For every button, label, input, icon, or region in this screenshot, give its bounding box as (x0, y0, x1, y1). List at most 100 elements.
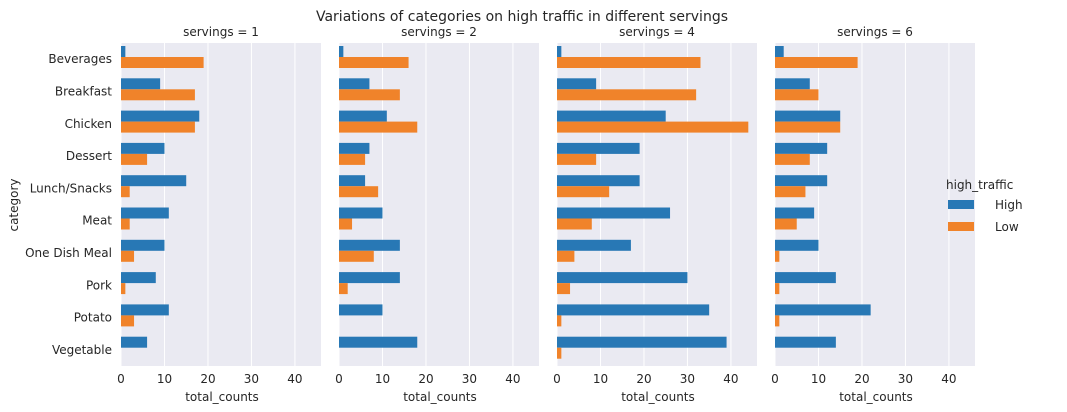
y-tick-label: Meat (82, 214, 112, 228)
bar-high (557, 207, 671, 219)
bar-low (775, 218, 797, 230)
x-tick-label: 20 (418, 372, 433, 386)
bar-low (775, 283, 780, 295)
facet-panel: servings = 6 0 10 20 30 40 total_counts (771, 25, 975, 404)
legend-swatch-low (948, 222, 974, 231)
bar-high (775, 304, 871, 316)
bar-high (121, 110, 200, 122)
bar-high (339, 304, 383, 316)
bar-low (775, 121, 841, 133)
x-tick-label: 30 (244, 372, 259, 386)
y-tick-label: Potato (74, 311, 112, 325)
bar-high (339, 207, 383, 219)
bar-high (557, 239, 631, 251)
x-tick-label: 10 (375, 372, 390, 386)
bar-high (557, 142, 640, 154)
x-axis-label: total_counts (839, 390, 913, 404)
bar-high (775, 272, 836, 284)
bar-low (339, 283, 348, 295)
bar-low (339, 153, 366, 165)
bar-high (339, 272, 400, 284)
facet-panel: servings = 1 Beverages Breakfast Chicken Des… (25, 25, 321, 404)
bar-low (339, 186, 379, 198)
y-tick-label: Breakfast (55, 84, 112, 98)
bar-low (775, 57, 858, 68)
bar-high (339, 142, 370, 154)
x-tick-label: 40 (723, 372, 738, 386)
bar-high (121, 78, 161, 90)
bar-low (121, 89, 195, 101)
x-tick-label: 20 (636, 372, 651, 386)
legend-label-high: High (995, 198, 1023, 212)
x-tick-label: 40 (505, 372, 520, 386)
x-tick-label: 0 (117, 372, 125, 386)
bar-low (121, 186, 130, 198)
x-tick-label: 0 (553, 372, 561, 386)
facet-title: servings = 2 (401, 25, 477, 39)
x-tick-label: 10 (593, 372, 608, 386)
x-tick-label: 10 (811, 372, 826, 386)
bar-low (339, 57, 409, 68)
bar-low (775, 89, 819, 101)
chart-title: Variations of categories on high traffic… (316, 9, 728, 25)
y-tick-label: Pork (86, 278, 112, 292)
bar-high (557, 78, 597, 90)
bar-high (121, 272, 156, 284)
bar-high (775, 78, 810, 90)
x-tick-label: 20 (854, 372, 869, 386)
bar-high (339, 175, 366, 187)
bar-low (557, 121, 749, 133)
x-tick-label: 40 (287, 372, 302, 386)
x-tick-label: 0 (771, 372, 779, 386)
bar-high (775, 336, 836, 348)
x-tick-label: 30 (898, 372, 913, 386)
bar-low (557, 250, 575, 262)
x-tick-label: 30 (462, 372, 477, 386)
y-tick-label: Beverages (48, 52, 112, 66)
bar-high (557, 175, 640, 187)
y-tick-label: Lunch/Snacks (30, 181, 112, 195)
bar-low (557, 186, 610, 198)
bar-low (557, 283, 571, 295)
bar-low (121, 153, 148, 165)
y-tick-label: Dessert (66, 149, 112, 163)
facet-title: servings = 6 (837, 25, 913, 39)
bar-low (339, 250, 374, 262)
bar-low (121, 218, 130, 230)
bar-high (775, 46, 784, 57)
bar-low (121, 57, 204, 68)
bar-high (121, 304, 169, 316)
bar-high (339, 110, 387, 122)
facet-title: servings = 4 (619, 25, 695, 39)
bar-high (557, 336, 727, 348)
legend-swatch-high (948, 200, 974, 209)
bar-low (121, 250, 135, 262)
bar-high (121, 239, 165, 251)
y-tick-label: One Dish Meal (25, 246, 112, 260)
bar-low (557, 218, 592, 230)
bar-low (121, 315, 135, 327)
legend: high_traffic High Low (946, 178, 1023, 234)
bar-low (775, 250, 780, 262)
bar-low (339, 89, 400, 101)
x-tick-label: 40 (941, 372, 956, 386)
x-axis-label: total_counts (403, 390, 477, 404)
bar-high (121, 175, 187, 187)
bar-low (775, 186, 806, 198)
facet-panels: servings = 1 Beverages Breakfast Chicken Des… (25, 25, 975, 404)
x-tick-label: 20 (200, 372, 215, 386)
bar-high (775, 110, 841, 122)
bar-high (557, 272, 688, 284)
bar-low (121, 283, 126, 295)
bar-low (557, 57, 701, 68)
x-axis-label: total_counts (185, 390, 259, 404)
bar-high (775, 175, 828, 187)
legend-title: high_traffic (946, 178, 1013, 192)
bar-low (557, 347, 562, 359)
bar-low (775, 315, 780, 327)
x-axis-label: total_counts (621, 390, 695, 404)
x-tick-label: 10 (157, 372, 172, 386)
bar-high (557, 46, 562, 57)
x-tick-label: 0 (335, 372, 343, 386)
